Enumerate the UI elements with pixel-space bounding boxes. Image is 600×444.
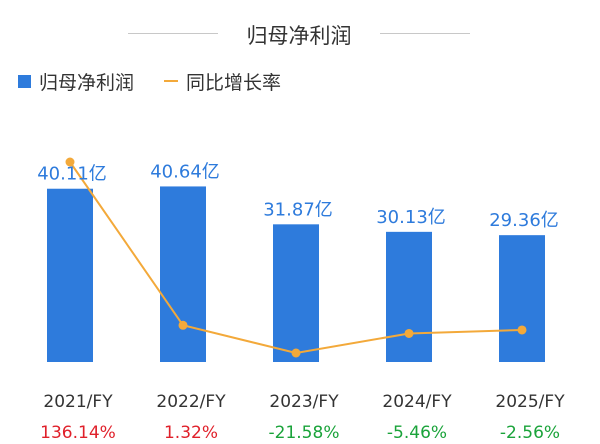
growth-point (291, 348, 301, 358)
growth-point (404, 328, 414, 338)
x-tick-label: 2023/FY (269, 392, 339, 412)
title-divider-right (380, 33, 470, 34)
growth-point (178, 320, 188, 330)
growth-rate-label: 136.14% (40, 423, 116, 443)
growth-rate-label: -5.46% (387, 423, 447, 443)
legend-line-swatch (164, 80, 179, 82)
growth-rate-label: 1.32% (164, 423, 218, 443)
chart-title-area: 归母净利润 (0, 14, 600, 54)
bar (160, 186, 206, 362)
bar-value-label: 40.11亿 (37, 164, 107, 185)
x-tick-label: 2024/FY (382, 392, 452, 412)
bar (47, 188, 93, 362)
bar (273, 224, 319, 362)
bar-value-label: 40.64亿 (150, 161, 220, 182)
bar (499, 235, 545, 362)
legend: 归母净利润 同比增长率 (18, 68, 281, 94)
legend-bar-swatch (18, 74, 31, 88)
x-tick-label: 2021/FY (43, 392, 113, 412)
title-divider-left (128, 33, 218, 34)
legend-line-label: 同比增长率 (186, 71, 282, 94)
bar-value-label: 30.13亿 (376, 207, 446, 228)
chart-title: 归母净利润 (246, 24, 352, 48)
bar (386, 231, 432, 362)
x-tick-label: 2022/FY (156, 392, 226, 412)
legend-bar-label: 归母净利润 (39, 71, 135, 94)
growth-point (517, 325, 527, 335)
growth-rate-label: -21.58% (269, 423, 340, 443)
bar-value-label: 29.36亿 (489, 210, 559, 231)
growth-point (65, 157, 75, 167)
x-tick-label: 2025/FY (495, 392, 565, 412)
growth-rate-label: -2.56% (500, 423, 560, 443)
bar-value-label: 31.87亿 (263, 199, 333, 220)
